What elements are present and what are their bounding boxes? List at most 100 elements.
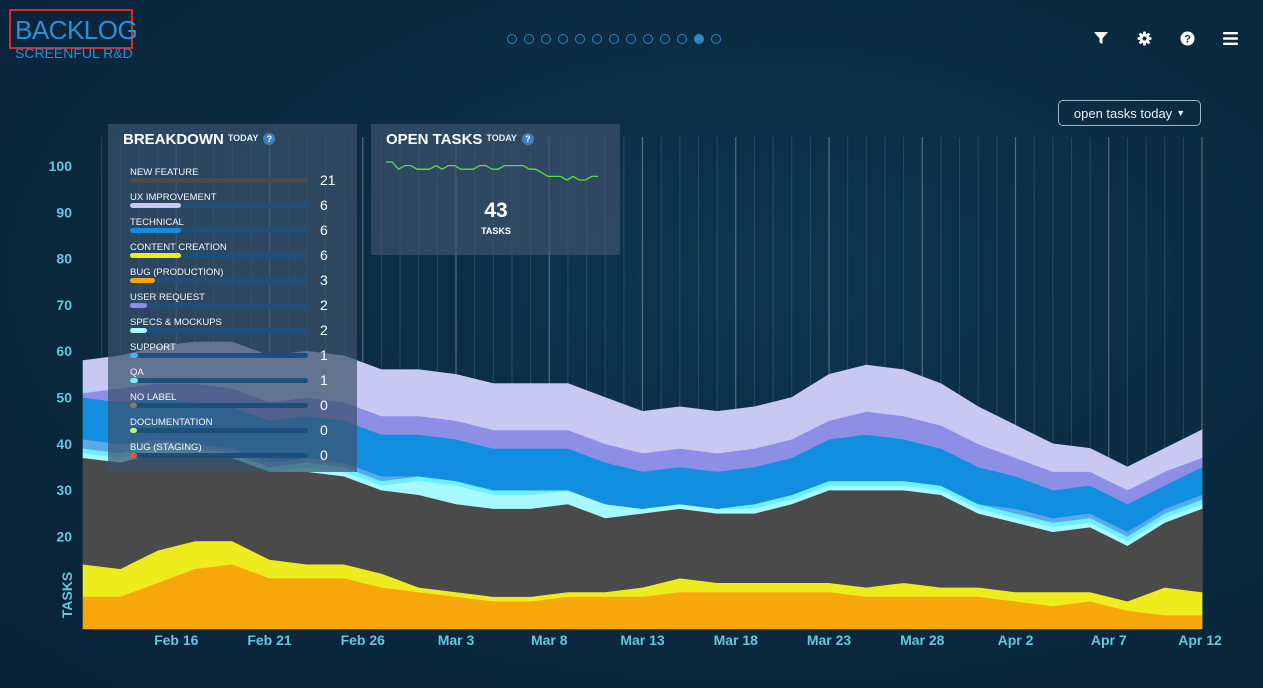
y-axis-label: TASKS <box>59 572 75 618</box>
y-tick-label: 100 <box>49 158 73 174</box>
breakdown-label: BUG (PRODUCTION) <box>130 267 224 278</box>
y-tick-label: 60 <box>56 343 72 359</box>
y-tick-label: 30 <box>56 482 72 498</box>
x-tick-label: Feb 26 <box>341 632 386 648</box>
breakdown-row[interactable]: QA 1 <box>130 367 345 392</box>
breakdown-row[interactable]: NO LABEL 0 <box>130 392 345 417</box>
open-tasks-sparkline <box>386 161 598 181</box>
breakdown-bar-track <box>130 353 308 358</box>
x-tick-label: Feb 21 <box>247 632 292 648</box>
page-dot[interactable] <box>507 34 517 44</box>
area-ux-improvement <box>82 341 1203 491</box>
x-tick-label: Mar 13 <box>620 632 665 648</box>
breakdown-count: 1 <box>320 347 328 363</box>
help-icon[interactable]: ? <box>1178 29 1196 47</box>
page-dot[interactable] <box>677 34 687 44</box>
breakdown-bar-fill <box>130 428 137 433</box>
breakdown-label: SPECS & MOCKUPS <box>130 317 222 328</box>
x-tick-label: Apr 12 <box>1178 632 1222 648</box>
breakdown-bar-fill <box>130 453 137 458</box>
page-title: BACKLOG <box>15 15 138 45</box>
page-dot[interactable] <box>626 34 636 44</box>
breakdown-row[interactable]: BUG (STAGING) 0 <box>130 442 345 467</box>
y-tick-label: 40 <box>56 436 72 452</box>
x-tick-label: Apr 2 <box>998 632 1034 648</box>
page-dot[interactable] <box>524 34 534 44</box>
help-icon[interactable]: ? <box>263 133 276 145</box>
menu-icon[interactable] <box>1221 29 1239 47</box>
page-dot[interactable] <box>558 34 568 44</box>
metric-dropdown[interactable]: open tasks today ▼ <box>1058 100 1201 126</box>
toolbar: ? <box>1092 29 1239 47</box>
breakdown-count: 2 <box>320 297 328 313</box>
open-tasks-header: OPEN TASKS TODAY? <box>386 131 534 148</box>
breakdown-label: DOCUMENTATION <box>130 417 213 428</box>
breakdown-row[interactable]: DOCUMENTATION 0 <box>130 417 345 442</box>
page-dot[interactable] <box>660 34 670 44</box>
breakdown-label: SUPPORT <box>130 342 176 353</box>
breakdown-bar-track <box>130 303 308 308</box>
page-dot[interactable] <box>694 34 704 44</box>
breakdown-row[interactable]: SUPPORT 1 <box>130 342 345 367</box>
page-dot[interactable] <box>609 34 619 44</box>
breakdown-bar-fill <box>130 203 181 208</box>
breakdown-count: 0 <box>320 397 328 413</box>
page-indicator[interactable] <box>507 34 721 44</box>
breakdown-bar-track <box>130 328 308 333</box>
breakdown-label: CONTENT CREATION <box>130 242 227 253</box>
page-dot[interactable] <box>711 34 721 44</box>
breakdown-row[interactable]: BUG (PRODUCTION) 3 <box>130 267 345 292</box>
breakdown-row[interactable]: USER REQUEST 2 <box>130 292 345 317</box>
breakdown-bar-track <box>130 403 308 408</box>
breakdown-count: 6 <box>320 197 328 213</box>
open-tasks-value: 43 <box>484 199 508 222</box>
caret-down-icon: ▼ <box>1176 108 1186 118</box>
dropdown-label: open tasks today <box>1073 105 1173 121</box>
help-icon[interactable]: ? <box>521 133 534 145</box>
page-dot[interactable] <box>592 34 602 44</box>
page-dot[interactable] <box>643 34 653 44</box>
page-subtitle: SCREENFUL R&D <box>15 45 133 61</box>
y-tick-label: 80 <box>56 251 72 267</box>
breakdown-bar-fill <box>130 303 147 308</box>
breakdown-bar-track <box>130 228 308 233</box>
gear-icon[interactable] <box>1135 29 1153 47</box>
breakdown-row[interactable]: CONTENT CREATION 6 <box>130 242 345 267</box>
x-tick-label: Mar 23 <box>807 632 852 648</box>
breakdown-bar-track <box>130 253 308 258</box>
x-tick-label: Mar 8 <box>531 632 568 648</box>
breakdown-today: TODAY <box>227 133 259 143</box>
breakdown-bar-fill <box>130 403 137 408</box>
stacked-areas <box>82 341 1203 630</box>
y-tick-label: 70 <box>56 297 72 313</box>
breakdown-count: 1 <box>320 372 328 388</box>
breakdown-row[interactable]: TECHNICAL 6 <box>130 217 345 242</box>
breakdown-panel: BREAKDOWN TODAY? NEW FEATURE 21 UX IMPROVEM… <box>108 124 357 472</box>
breakdown-count: 6 <box>320 247 328 263</box>
breakdown-bar-fill <box>130 278 156 283</box>
breakdown-row[interactable]: NEW FEATURE 21 <box>130 167 345 192</box>
sparkline-path <box>386 161 598 181</box>
breakdown-bar-fill <box>130 253 181 258</box>
breakdown-bar-fill <box>130 378 139 383</box>
breakdown-bar-track <box>130 453 308 458</box>
x-tick-label: Apr 7 <box>1091 632 1127 648</box>
breakdown-bar-track <box>130 203 308 208</box>
breakdown-count: 0 <box>320 422 328 438</box>
page-dot[interactable] <box>541 34 551 44</box>
breakdown-bar-track <box>130 428 308 433</box>
filter-icon[interactable] <box>1092 29 1110 47</box>
x-tick-label: Feb 16 <box>154 632 199 648</box>
breakdown-label: UX IMPROVEMENT <box>130 192 217 203</box>
breakdown-label: NO LABEL <box>130 392 177 403</box>
breakdown-row[interactable]: SPECS & MOCKUPS 2 <box>130 317 345 342</box>
x-tick-label: Mar 3 <box>438 632 475 648</box>
header-highlight-box <box>9 9 133 49</box>
page-dot[interactable] <box>575 34 585 44</box>
breakdown-row[interactable]: UX IMPROVEMENT 6 <box>130 192 345 217</box>
breakdown-label: TECHNICAL <box>130 217 184 228</box>
breakdown-bar-fill <box>130 353 139 358</box>
breakdown-bar-fill <box>130 328 147 333</box>
svg-text:?: ? <box>1184 33 1191 45</box>
